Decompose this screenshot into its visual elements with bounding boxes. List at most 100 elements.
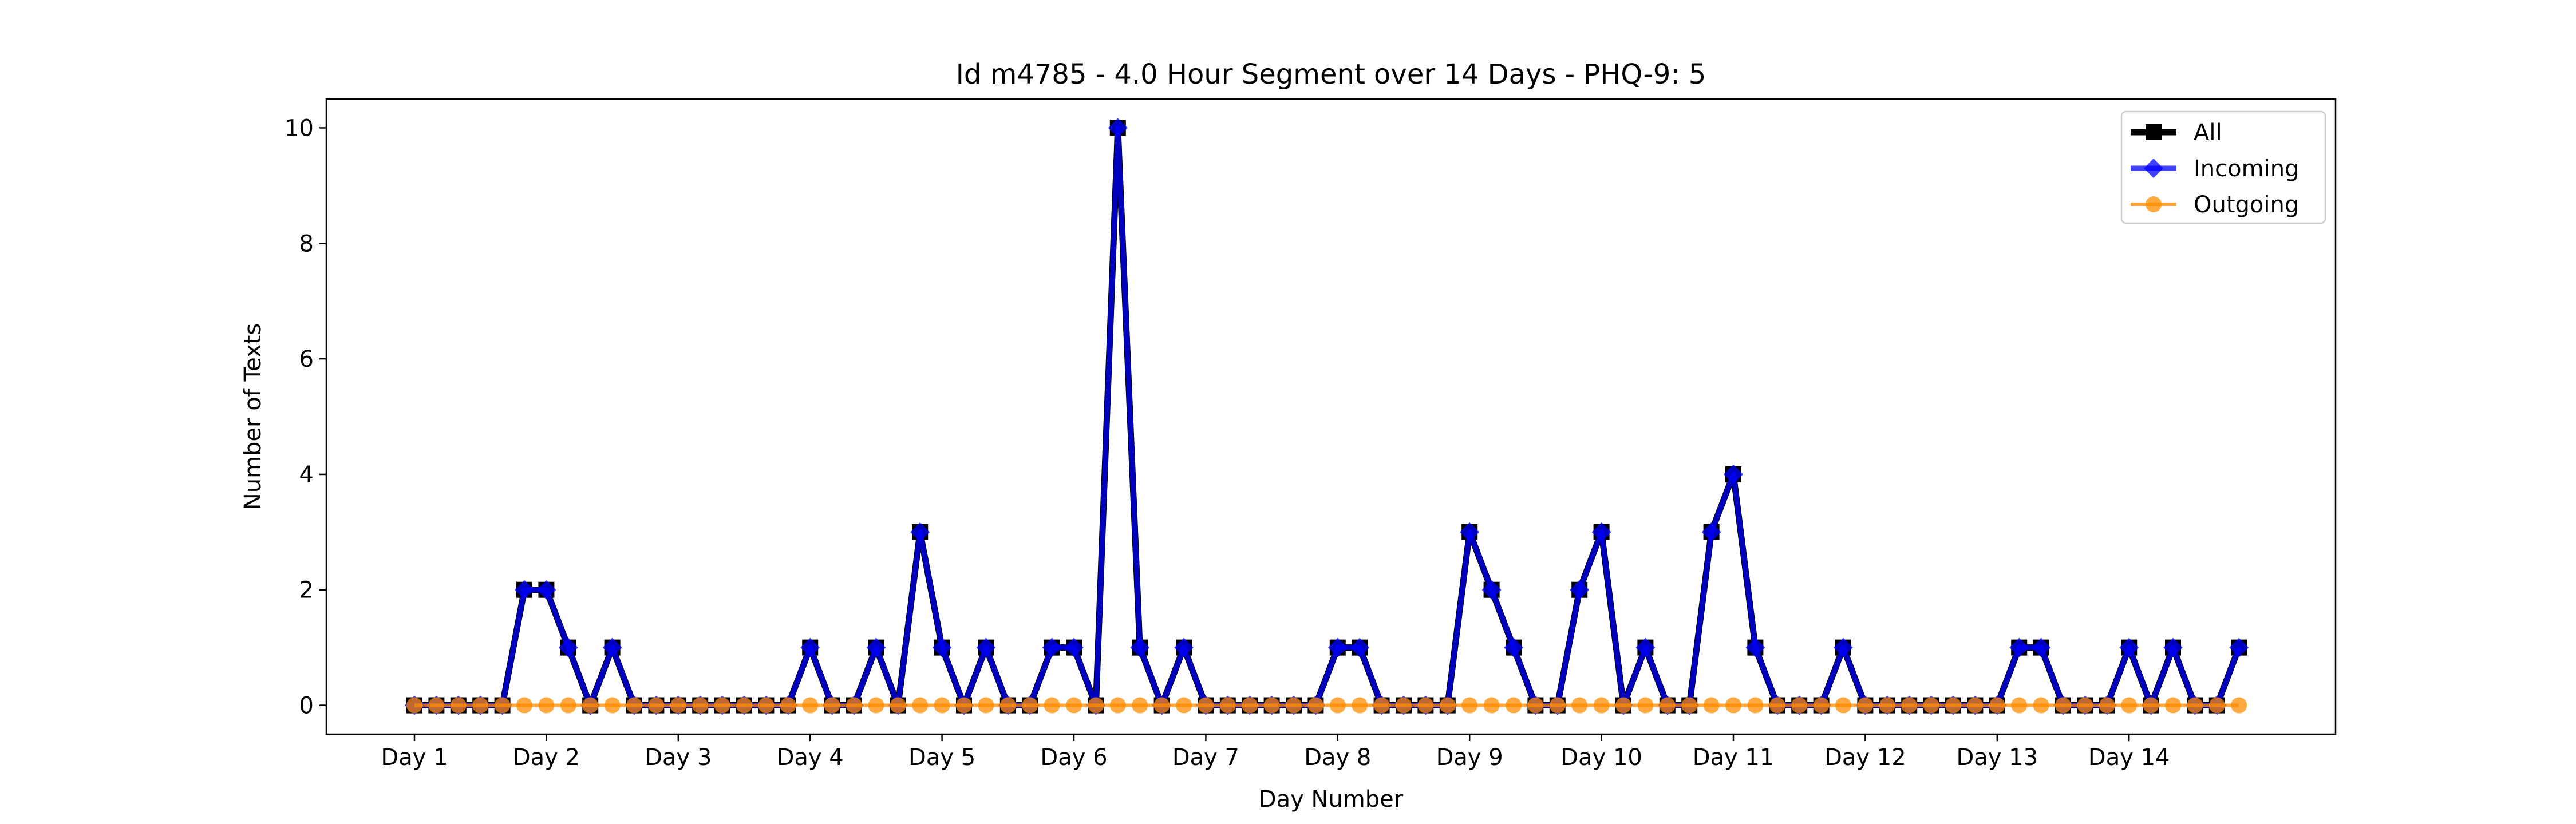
data-point xyxy=(1570,580,1590,600)
data-point xyxy=(2165,697,2181,714)
data-point xyxy=(1460,522,1480,542)
x-axis: Day 1 Day 2 Day 3 Day 4 Day 5 Day 6 Day 7 Day 8… xyxy=(381,734,2170,771)
legend-marker xyxy=(2146,124,2162,140)
data-point xyxy=(1109,697,1126,714)
legend-item: Outgoing xyxy=(2131,192,2299,218)
y-tick-label: 6 xyxy=(299,346,314,373)
y-axis-label: Number of Texts xyxy=(240,323,266,510)
data-point xyxy=(1327,637,1348,657)
data-point xyxy=(1506,697,1522,714)
data-point xyxy=(538,697,555,714)
data-point xyxy=(1591,522,1611,542)
legend-item: All xyxy=(2131,120,2222,146)
data-point xyxy=(494,697,511,714)
data-point xyxy=(1967,697,1984,714)
data-point xyxy=(1879,697,1895,714)
data-point xyxy=(976,637,996,657)
data-point xyxy=(1022,697,1038,714)
data-point xyxy=(890,697,906,714)
data-point xyxy=(932,637,952,657)
data-point xyxy=(800,637,820,657)
x-tick-label: Day 3 xyxy=(645,744,712,771)
data-point xyxy=(1329,697,1346,714)
x-tick-label: Day 12 xyxy=(1824,744,1906,771)
data-point xyxy=(2077,697,2093,714)
data-point xyxy=(1483,697,1500,714)
x-tick-label: Day 8 xyxy=(1304,744,1371,771)
x-tick-label: Day 10 xyxy=(1560,744,1642,771)
x-tick-label: Day 9 xyxy=(1436,744,1503,771)
data-point xyxy=(1745,637,1765,657)
data-point xyxy=(1703,697,1720,714)
data-point xyxy=(1130,637,1150,657)
data-point xyxy=(1989,697,2005,714)
data-point xyxy=(999,697,1016,714)
legend-item: Incoming xyxy=(2131,156,2299,182)
series-layer xyxy=(405,118,2249,715)
data-point xyxy=(560,697,576,714)
data-point xyxy=(1439,697,1456,714)
data-point xyxy=(536,580,556,600)
data-point xyxy=(1791,697,1808,714)
data-point xyxy=(758,697,775,714)
data-point xyxy=(736,697,752,714)
data-point xyxy=(515,580,534,600)
data-point xyxy=(780,697,796,714)
data-point xyxy=(2187,697,2203,714)
data-point xyxy=(978,697,994,714)
data-point xyxy=(582,697,599,714)
data-point xyxy=(802,697,819,714)
data-point xyxy=(868,697,884,714)
data-point xyxy=(1044,697,1060,714)
data-point xyxy=(1834,637,1853,657)
data-point xyxy=(1923,697,1939,714)
data-point xyxy=(1615,697,1631,714)
data-point xyxy=(1286,697,1302,714)
data-point xyxy=(1635,637,1656,657)
data-point xyxy=(516,697,532,714)
data-point xyxy=(1373,697,1390,714)
x-tick-label: Day 13 xyxy=(1956,744,2038,771)
data-point xyxy=(1108,118,1128,138)
data-point xyxy=(1681,697,1698,714)
data-point xyxy=(2011,697,2028,714)
data-point xyxy=(1088,697,1104,714)
chart-title: Id m4785 - 4.0 Hour Segment over 14 Days… xyxy=(956,58,1706,90)
data-point xyxy=(1153,697,1170,714)
data-point xyxy=(604,697,621,714)
data-point xyxy=(428,697,445,714)
data-point xyxy=(2031,637,2051,657)
data-point xyxy=(2229,637,2249,657)
data-point xyxy=(1659,697,1676,714)
series-outgoing xyxy=(406,697,2247,714)
data-point xyxy=(1219,697,1236,714)
data-point xyxy=(670,697,686,714)
data-point xyxy=(714,697,730,714)
data-point xyxy=(626,697,642,714)
data-point xyxy=(1571,697,1588,714)
data-point xyxy=(1724,464,1743,484)
data-point xyxy=(2099,697,2115,714)
data-point xyxy=(692,697,709,714)
legend-box xyxy=(2120,110,2326,224)
data-point xyxy=(1396,697,1412,714)
data-point xyxy=(1747,697,1764,714)
data-point xyxy=(648,697,665,714)
data-point xyxy=(558,637,578,657)
data-point xyxy=(1176,697,1192,714)
data-point xyxy=(1461,697,1478,714)
y-tick-label: 8 xyxy=(299,231,314,257)
plot-frame xyxy=(325,98,2337,735)
data-point xyxy=(866,637,886,657)
data-point xyxy=(602,637,622,657)
y-axis: 0 2 4 6 8 10 xyxy=(285,115,326,719)
data-point xyxy=(1307,697,1324,714)
data-point xyxy=(1901,697,1918,714)
data-point xyxy=(1352,697,1368,714)
data-point xyxy=(1945,697,1961,714)
data-point xyxy=(1417,697,1434,714)
data-point xyxy=(2121,697,2138,714)
data-point xyxy=(1857,697,1874,714)
y-tick-label: 4 xyxy=(299,462,314,488)
